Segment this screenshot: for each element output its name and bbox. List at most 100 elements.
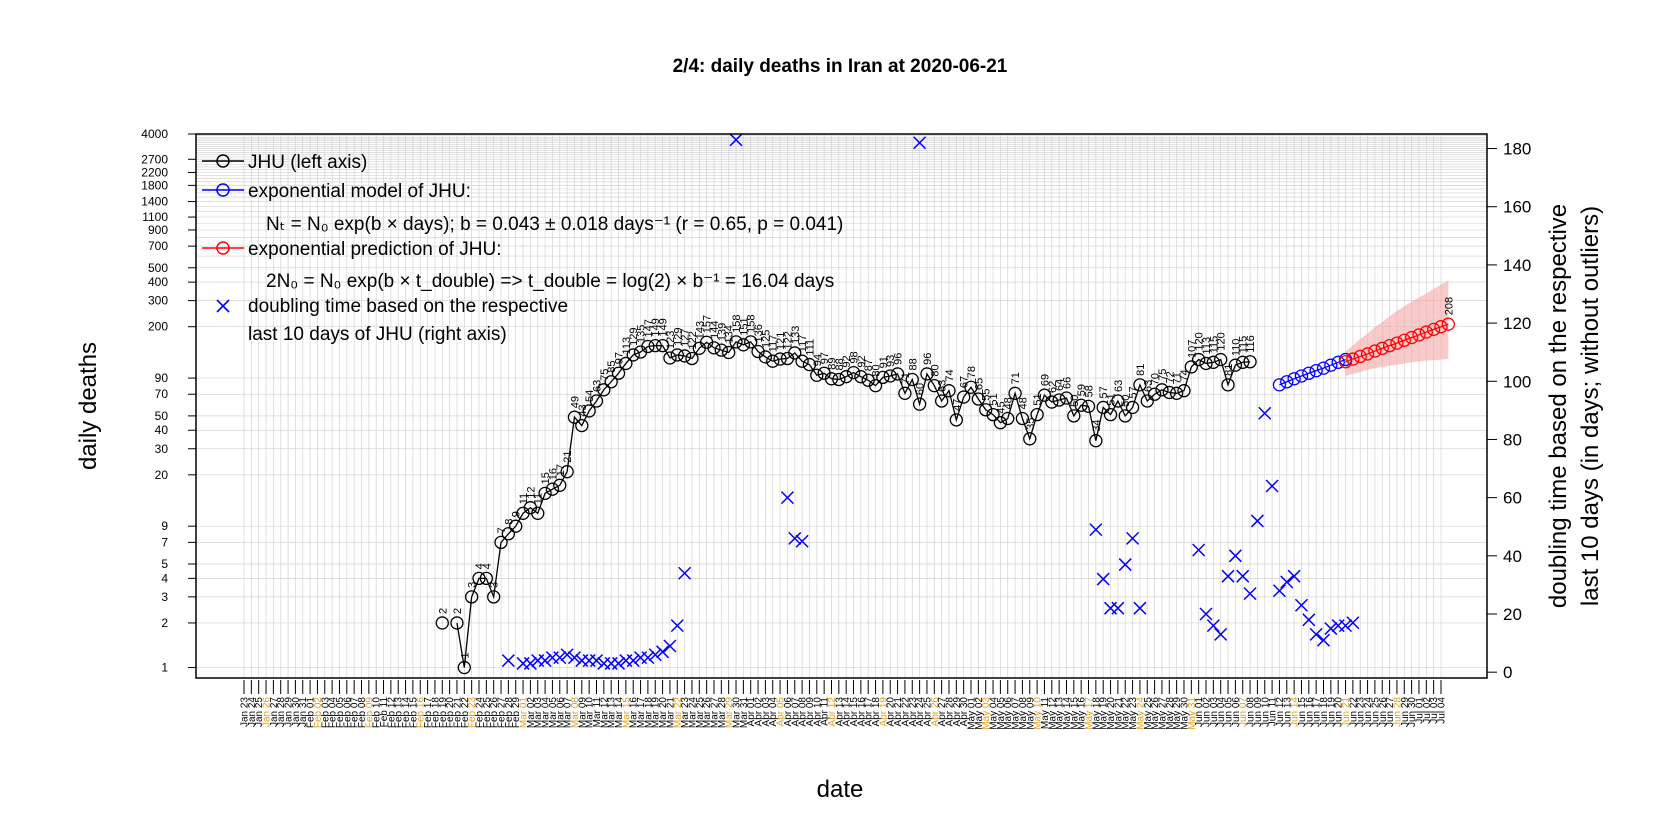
jhu-data-label: 75 — [1157, 369, 1169, 381]
y-tick-label: 30 — [155, 442, 169, 456]
doubling-time-point — [1346, 616, 1360, 630]
prediction-point — [1346, 352, 1360, 366]
y-tick-label: 500 — [148, 261, 168, 275]
doubling-time-point — [780, 491, 794, 505]
y-tick-label: 1 — [161, 661, 168, 675]
doubling-time-stroke — [1339, 619, 1353, 633]
doubling-time-stroke — [1192, 543, 1206, 557]
jhu-data-label: 120 — [1216, 332, 1228, 350]
x-tick-label: May 12 — [1047, 697, 1058, 730]
jhu-point — [766, 354, 780, 368]
jhu-data-label: 91 — [878, 356, 890, 368]
x-tick-label: Mar 25 — [695, 697, 706, 729]
doubling-time-stroke — [1199, 607, 1213, 621]
jhu-data-label: 4 — [481, 563, 493, 569]
jhu-point — [457, 660, 471, 675]
x-tick-label: May 14 — [1062, 697, 1073, 730]
jhu-point — [1169, 386, 1184, 400]
doubling-time-stroke — [678, 566, 692, 580]
x-tick-label: Feb 22 — [460, 697, 471, 729]
jhu-point — [1045, 395, 1059, 409]
y-tick-label: 1800 — [141, 178, 168, 192]
x-tick-label: Feb 14 — [401, 697, 412, 729]
y-tick-label: 3 — [161, 590, 168, 604]
x-tick-label: Apr 17 — [864, 697, 875, 727]
jhu-data-label: 51 — [1106, 393, 1118, 405]
x-tick-label: May 09 — [1025, 697, 1036, 730]
x-tick-label: May 24 — [1135, 697, 1146, 730]
x-tick-label: May 01 — [967, 697, 978, 730]
x-tick-label: Feb 23 — [467, 697, 478, 729]
x-tick-label: Apr 06 — [783, 697, 794, 727]
jhu-point — [1118, 409, 1132, 423]
legend-jhu-label: JHU (left axis) — [248, 152, 367, 173]
doubling-time-point — [1309, 627, 1323, 641]
x-tick-label: Mar 17 — [636, 697, 647, 729]
x-tick-label: May 15 — [1069, 697, 1080, 730]
x-tick-label: Jun 02 — [1202, 697, 1213, 727]
jhu-data-label: 3 — [467, 582, 479, 588]
jhu-point — [1147, 387, 1162, 401]
jhu-point — [1030, 407, 1044, 422]
x-tick-label: Mar 08 — [570, 697, 581, 729]
y-axis-right: 0 20 40 60 80 100 120 140 160 180 — [1487, 140, 1531, 682]
jhu-data-label: 49 — [569, 396, 581, 408]
x-tick-label: Mar 20 — [658, 697, 669, 729]
y-tick-label: 2700 — [141, 152, 168, 166]
jhu-data-label: 2 — [437, 608, 449, 614]
doubling-time-stroke — [1243, 587, 1257, 601]
jhu-point — [641, 339, 655, 354]
jhu-point — [560, 465, 574, 479]
jhu-data-label: 70 — [1150, 373, 1162, 385]
jhu-point — [832, 372, 846, 387]
doubling-time-stroke — [1346, 616, 1360, 630]
jhu-point — [934, 394, 949, 408]
x-tick-label: Jun 22 — [1348, 697, 1359, 727]
jhu-point — [773, 352, 787, 366]
doubling-time-point — [656, 645, 670, 659]
jhu-data-label: 98 — [849, 351, 861, 363]
jhu-data-label: 35 — [1025, 418, 1037, 430]
x-tick-label: Mar 24 — [687, 697, 698, 729]
x-tick-label: May 19 — [1099, 697, 1110, 730]
y-tick-label: 200 — [148, 320, 168, 334]
x-tick-label: Apr 29 — [952, 697, 963, 727]
x-tick-label: Feb 21 — [452, 697, 463, 729]
doubling-time-stroke — [1324, 622, 1338, 636]
doubling-time-point — [1280, 575, 1294, 589]
jhu-point — [758, 350, 773, 364]
x-tick-label: Feb 19 — [438, 697, 449, 729]
series-layer — [435, 133, 1455, 675]
jhu-data-label: 71 — [900, 372, 912, 384]
jhu-point — [531, 506, 545, 520]
jhu-data-label: 60 — [915, 383, 927, 395]
jhu-data-label: 149 — [650, 318, 662, 336]
jhu-data-label: 120 — [1194, 332, 1206, 350]
jhu-point — [553, 478, 567, 492]
x-axis-label: date — [817, 776, 864, 803]
x-tick-label: May 30 — [1179, 697, 1190, 730]
grid-lines — [196, 133, 1487, 678]
jhu-point — [964, 380, 978, 394]
x-tick-label: Jun 10 — [1260, 697, 1271, 727]
model-point — [1324, 358, 1338, 372]
x-tick-label: Mar 02 — [526, 697, 537, 729]
doubling-time-stroke — [788, 531, 802, 545]
jhu-point — [839, 370, 853, 384]
x-tick-label: Feb 27 — [497, 697, 508, 729]
jhu-data-label: 121 — [775, 332, 787, 350]
x-tick-label: Feb 18 — [430, 697, 441, 729]
jhu-data-label: 66 — [1061, 377, 1073, 389]
x-tick-label: May 06 — [1003, 697, 1014, 730]
x-tick-label: Jun 01 — [1194, 697, 1205, 727]
jhu-point — [1015, 411, 1030, 426]
x-tick-label: May 16 — [1077, 697, 1088, 730]
jhu-point — [1089, 434, 1103, 448]
doubling-time-point — [1258, 406, 1272, 420]
x-tick-label: Jan 26 — [262, 697, 273, 727]
x-tick-label: Jul 01 — [1414, 697, 1425, 724]
x-tick-label: Mar 22 — [673, 697, 684, 729]
y-tick-label: 4 — [161, 571, 168, 585]
jhu-point — [582, 404, 596, 418]
doubling-time-stroke — [648, 648, 662, 662]
